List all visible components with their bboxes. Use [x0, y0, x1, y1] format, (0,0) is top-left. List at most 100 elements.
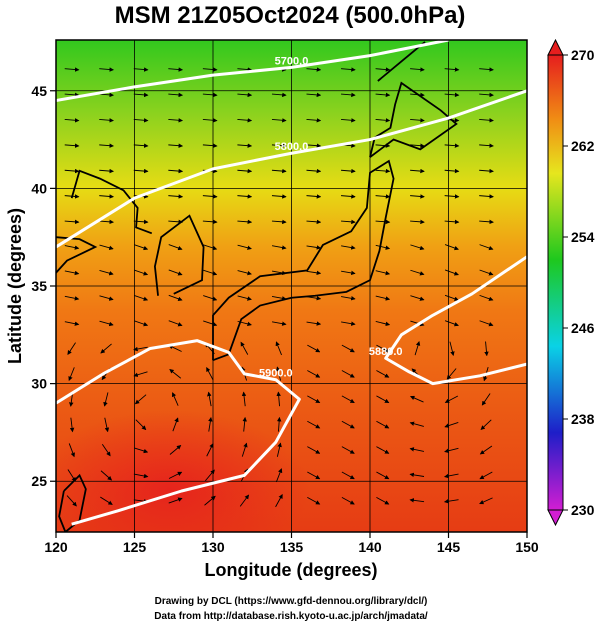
- colorbar-max-arrow: [547, 38, 564, 56]
- streamline-arrow: [376, 395, 390, 403]
- streamline-arrow: [444, 473, 459, 479]
- streamline-arrow: [66, 495, 77, 507]
- colorbar-scale: [547, 54, 564, 511]
- colorbar-tick-label: 254: [571, 229, 595, 245]
- streamline-arrow: [134, 394, 147, 405]
- streamline-arrow: [99, 143, 114, 148]
- streamline-arrow: [444, 244, 459, 251]
- streamline-arrow: [479, 118, 494, 123]
- streamline-arrow: [64, 245, 80, 250]
- streamline-arrow: [409, 421, 424, 427]
- streamline-arrow: [99, 244, 114, 250]
- coastline: [56, 41, 458, 532]
- streamline-arrow: [479, 320, 494, 327]
- streamline-arrow: [271, 143, 287, 148]
- x-tick-label: 120: [44, 539, 68, 555]
- y-axis-label: Latitude (degrees): [5, 208, 25, 364]
- colorbar-tick-label: 270: [571, 47, 595, 63]
- streamline-arrow: [341, 245, 356, 250]
- gridlines: [56, 40, 527, 532]
- streamline-arrow: [134, 244, 149, 251]
- streamline-arrow: [444, 219, 460, 225]
- streamline-arrow: [306, 219, 322, 225]
- streamline-arrow: [414, 341, 421, 356]
- streamline-arrow: [479, 219, 494, 225]
- streamline-arrow: [133, 371, 148, 377]
- streamline-arrow: [307, 370, 321, 378]
- streamline-arrow: [99, 270, 114, 276]
- streamline-arrow: [276, 391, 281, 407]
- streamline-arrow: [64, 143, 80, 148]
- streamline-arrow: [376, 497, 390, 505]
- streamline-arrow: [133, 118, 149, 123]
- streamline-arrow: [479, 168, 494, 174]
- coastline-segment: [377, 41, 426, 82]
- streamline-arrow: [444, 447, 459, 453]
- warm-core: [56, 410, 310, 532]
- y-tick-label: 25: [31, 473, 47, 489]
- streamline-arrow: [68, 367, 75, 382]
- contour-label: 5700.0: [275, 55, 309, 67]
- streamline-arrow: [271, 194, 287, 199]
- streamline-arrow: [410, 168, 425, 174]
- streamline-arrow: [409, 447, 425, 452]
- streamline-arrow: [135, 419, 147, 431]
- streamline-arrow: [480, 419, 492, 430]
- colorbar-tick-label: 246: [571, 320, 595, 336]
- contour-label: 5800.0: [275, 141, 309, 153]
- streamline-arrow: [203, 295, 218, 301]
- streamline-arrow: [375, 143, 391, 148]
- streamline-arrow: [99, 92, 114, 98]
- streamline-arrow: [168, 269, 183, 276]
- streamline-arrow: [64, 270, 80, 276]
- streamline-arrow: [68, 443, 75, 458]
- streamline-arrow: [202, 67, 218, 72]
- streamline-arrow: [375, 118, 391, 123]
- streamline-arrow: [202, 92, 218, 98]
- streamline-arrow: [376, 471, 390, 480]
- streamline-arrow: [275, 493, 283, 508]
- streamline-arrow: [443, 499, 459, 504]
- streamline-arrow: [64, 219, 80, 225]
- streamline-arrow: [341, 420, 355, 429]
- streamline-arrow: [237, 295, 252, 301]
- streamline-arrow: [237, 244, 252, 250]
- streamline-arrow: [306, 143, 322, 148]
- streamline-arrow: [375, 219, 391, 225]
- streamline-arrow: [206, 443, 214, 457]
- streamline-arrow: [202, 194, 218, 199]
- streamline-arrow: [67, 469, 76, 482]
- streamline-arrow: [341, 92, 356, 98]
- streamline-arrow: [169, 445, 182, 455]
- streamline-arrow: [202, 219, 218, 225]
- streamlines: [64, 67, 494, 508]
- streamline-arrow: [479, 67, 494, 72]
- contour-line: [56, 89, 527, 249]
- streamline-arrow: [168, 168, 184, 174]
- streamline-arrow: [104, 417, 110, 433]
- streamline-arrow: [341, 219, 356, 225]
- streamline-arrow: [479, 445, 493, 455]
- streamline-arrow: [237, 270, 252, 276]
- coastline-segment: [212, 159, 395, 362]
- streamline-arrow: [306, 194, 322, 199]
- streamline-arrow: [168, 143, 184, 148]
- streamline-arrow: [307, 420, 321, 429]
- streamline-arrow: [168, 294, 183, 301]
- streamline-arrow: [101, 443, 111, 457]
- streamline-arrow: [376, 420, 390, 429]
- streamline-arrow: [341, 321, 356, 326]
- streamline-arrow: [237, 92, 253, 98]
- streamline-arrow: [202, 118, 218, 123]
- streamline-arrow: [168, 194, 184, 199]
- streamline-arrow: [410, 269, 425, 276]
- colorbar-tick-label: 262: [571, 138, 595, 154]
- coastline-segment: [153, 214, 205, 296]
- streamline-arrow: [168, 244, 183, 251]
- streamline-arrow: [306, 245, 322, 250]
- streamline-arrow: [307, 446, 321, 454]
- streamline-arrow: [99, 295, 114, 301]
- streamline-arrow: [276, 416, 282, 432]
- streamline-arrow: [375, 270, 391, 276]
- streamline-arrow: [203, 320, 218, 327]
